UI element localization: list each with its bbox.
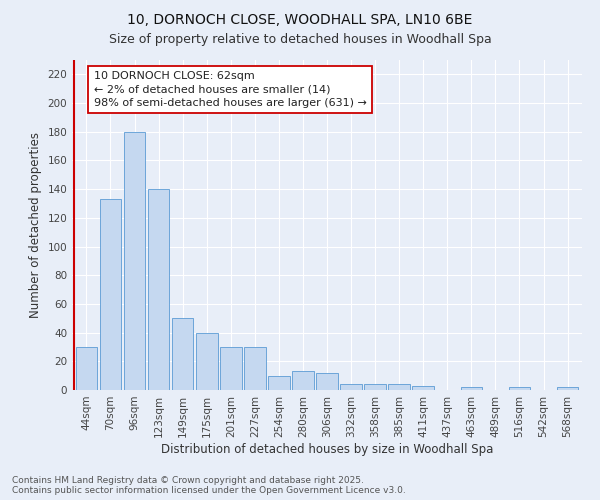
Bar xyxy=(461,387,482,390)
Bar xyxy=(124,132,145,390)
Text: Contains HM Land Registry data © Crown copyright and database right 2025.
Contai: Contains HM Land Registry data © Crown c… xyxy=(12,476,406,495)
Bar xyxy=(196,332,218,390)
Text: 10, DORNOCH CLOSE, WOODHALL SPA, LN10 6BE: 10, DORNOCH CLOSE, WOODHALL SPA, LN10 6B… xyxy=(127,12,473,26)
Bar xyxy=(388,384,410,390)
Bar xyxy=(244,347,266,390)
Bar xyxy=(340,384,362,390)
Bar xyxy=(412,386,434,390)
Bar xyxy=(220,347,242,390)
Bar xyxy=(316,373,338,390)
Bar xyxy=(76,347,97,390)
Y-axis label: Number of detached properties: Number of detached properties xyxy=(29,132,42,318)
Bar xyxy=(557,387,578,390)
Bar xyxy=(364,384,386,390)
Text: Size of property relative to detached houses in Woodhall Spa: Size of property relative to detached ho… xyxy=(109,32,491,46)
Bar xyxy=(292,372,314,390)
X-axis label: Distribution of detached houses by size in Woodhall Spa: Distribution of detached houses by size … xyxy=(161,442,493,456)
Bar xyxy=(100,199,121,390)
Bar xyxy=(172,318,193,390)
Bar xyxy=(148,189,169,390)
Bar xyxy=(509,387,530,390)
Text: 10 DORNOCH CLOSE: 62sqm
← 2% of detached houses are smaller (14)
98% of semi-det: 10 DORNOCH CLOSE: 62sqm ← 2% of detached… xyxy=(94,72,367,108)
Bar xyxy=(268,376,290,390)
